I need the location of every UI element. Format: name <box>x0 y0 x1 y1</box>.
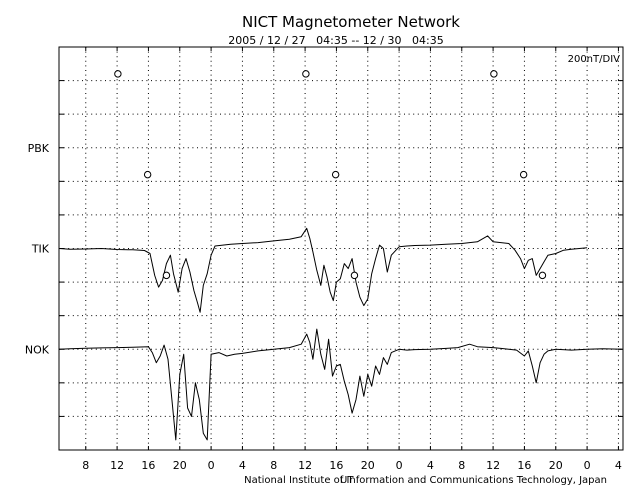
x-tick-label: 0 <box>208 459 215 472</box>
x-tick-label: 4 <box>427 459 434 472</box>
x-tick-label: 8 <box>458 459 465 472</box>
plot-frame <box>58 46 624 451</box>
trace-tik <box>59 227 588 313</box>
local-midnight-marker <box>162 271 171 280</box>
chart-subtitle: 2005 / 12 / 27 04:35 -- 12 / 30 04:35 <box>228 34 443 47</box>
local-midnight-marker <box>331 170 340 179</box>
x-tick-label: 20 <box>361 459 375 472</box>
chart-title: NICT Magnetometer Network <box>242 13 460 31</box>
x-tick-label: 16 <box>329 459 343 472</box>
x-tick-label: 16 <box>141 459 155 472</box>
station-traces: PBK TIK NOK <box>25 70 623 441</box>
x-tick-label: 0 <box>396 459 403 472</box>
x-tick-label: 12 <box>298 459 312 472</box>
axis-ticks: 8 12 16 20 0 4 8 12 16 20 0 4 8 12 16 20 0 4 <box>59 47 623 472</box>
x-tick-label: 4 <box>615 459 622 472</box>
local-midnight-marker <box>519 170 528 179</box>
local-midnight-marker <box>538 271 547 280</box>
x-tick-label: 20 <box>549 459 563 472</box>
local-midnight-marker <box>114 70 122 78</box>
x-tick-label: 4 <box>239 459 246 472</box>
station-label-tik: TIK <box>31 243 50 256</box>
local-midnight-marker <box>490 70 498 78</box>
grid-lines <box>59 47 623 450</box>
local-midnight-marker <box>143 170 152 179</box>
station-label-nok: NOK <box>25 343 50 356</box>
local-midnight-marker <box>302 70 310 78</box>
x-tick-label: 0 <box>584 459 591 472</box>
x-tick-label: 16 <box>517 459 531 472</box>
x-axis-label: UT <box>340 475 354 486</box>
x-tick-label: 8 <box>82 459 89 472</box>
footer-credit: National Institute of Information and Co… <box>244 475 607 486</box>
x-tick-label: 8 <box>270 459 277 472</box>
station-label-pbk: PBK <box>28 142 50 155</box>
x-tick-label: 20 <box>173 459 187 472</box>
x-tick-label: 12 <box>486 459 500 472</box>
x-tick-label: 12 <box>110 459 124 472</box>
local-midnight-marker <box>350 271 359 280</box>
trace-nok <box>59 328 623 441</box>
scale-label: 200nT/DIV <box>568 54 621 65</box>
